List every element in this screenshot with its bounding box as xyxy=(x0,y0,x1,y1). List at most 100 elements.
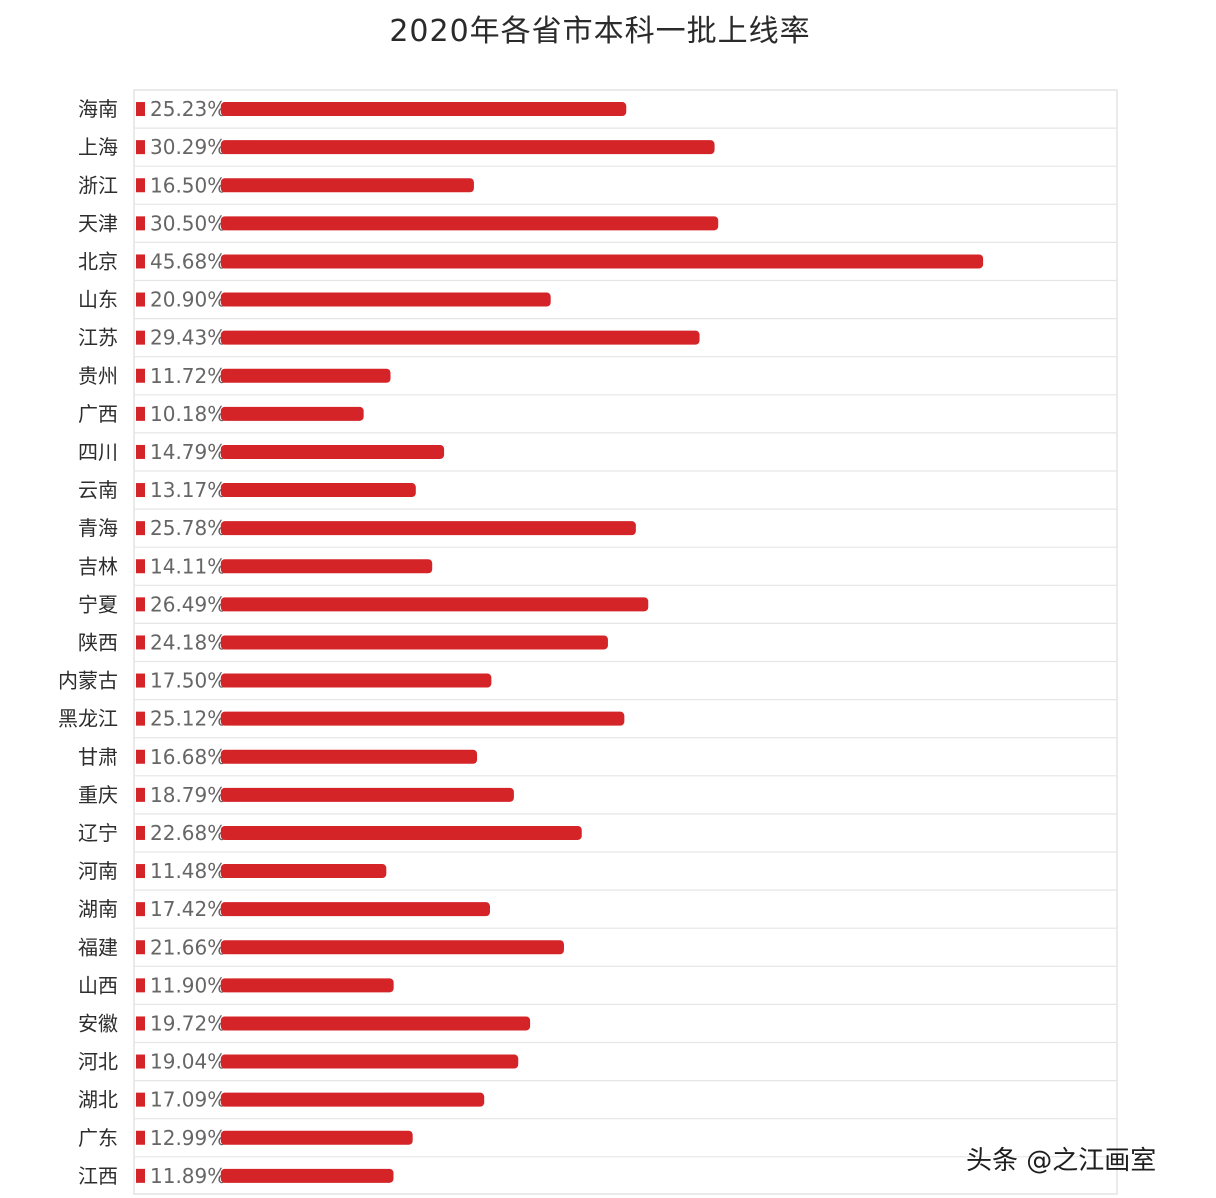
category-label: 陕西 xyxy=(78,630,118,654)
bar xyxy=(220,1016,531,1031)
value-label: 16.68% xyxy=(150,745,226,769)
category-label: 天津 xyxy=(78,211,118,235)
bar-marker xyxy=(136,483,145,498)
bar xyxy=(220,483,416,498)
value-label: 14.11% xyxy=(150,554,226,578)
bar xyxy=(220,749,478,764)
bar-marker xyxy=(136,711,145,726)
category-label: 湖南 xyxy=(78,897,118,921)
bar-marker xyxy=(136,406,145,421)
bar-marker xyxy=(136,1168,145,1183)
value-label: 20.90% xyxy=(150,288,226,312)
category-label: 山西 xyxy=(78,973,118,997)
bar xyxy=(220,406,364,421)
bar-marker xyxy=(136,1092,145,1107)
value-label: 26.49% xyxy=(150,592,226,616)
bar xyxy=(220,1168,394,1183)
bar xyxy=(220,521,636,536)
value-label: 21.66% xyxy=(150,935,226,959)
bar-marker xyxy=(136,825,145,840)
value-label: 11.48% xyxy=(150,859,226,883)
bar xyxy=(220,940,564,955)
bar xyxy=(220,102,627,117)
category-label: 四川 xyxy=(78,440,118,464)
value-label: 19.04% xyxy=(150,1050,226,1074)
bar-marker xyxy=(136,940,145,955)
bar-marker xyxy=(136,902,145,917)
value-label: 17.50% xyxy=(150,669,226,693)
value-label: 12.99% xyxy=(150,1126,226,1150)
bar xyxy=(220,1092,485,1107)
value-label: 10.18% xyxy=(150,402,226,426)
category-label: 广东 xyxy=(78,1126,118,1150)
value-label: 13.17% xyxy=(150,478,226,502)
bar-marker xyxy=(136,597,145,612)
bar-marker xyxy=(136,216,145,231)
watermark-text: 头条 @之江画室 xyxy=(966,1146,1157,1176)
bar xyxy=(220,216,719,231)
value-label: 30.29% xyxy=(150,135,226,159)
value-label: 18.79% xyxy=(150,783,226,807)
category-label: 黑龙江 xyxy=(58,707,118,731)
bar xyxy=(220,559,433,574)
bar-marker xyxy=(136,330,145,345)
value-label: 16.50% xyxy=(150,173,226,197)
bar-marker xyxy=(136,102,145,117)
bar-marker xyxy=(136,1054,145,1069)
value-label: 45.68% xyxy=(150,249,226,273)
category-label: 河北 xyxy=(78,1050,118,1074)
bar-marker xyxy=(136,254,145,269)
bar-marker xyxy=(136,140,145,155)
bar-marker xyxy=(136,559,145,574)
value-label: 29.43% xyxy=(150,326,226,350)
value-label: 11.89% xyxy=(150,1164,226,1188)
category-label: 广西 xyxy=(78,402,118,426)
bar xyxy=(220,825,582,840)
value-label: 25.12% xyxy=(150,707,226,731)
category-label: 青海 xyxy=(78,516,118,540)
category-label: 海南 xyxy=(78,97,118,121)
bar-marker xyxy=(136,178,145,193)
bar xyxy=(220,444,445,459)
value-label: 17.09% xyxy=(150,1088,226,1112)
bar-marker xyxy=(136,444,145,459)
bar xyxy=(220,978,394,993)
bar xyxy=(220,254,984,269)
bar xyxy=(220,864,387,879)
value-label: 25.78% xyxy=(150,516,226,540)
category-label: 福建 xyxy=(78,935,118,959)
category-label: 辽宁 xyxy=(78,821,118,845)
bar xyxy=(220,368,391,383)
chart-rows: 海南 25.23% 上海 30.29% 浙江 16.50% 天津 30.50% 北京 45.68%… xyxy=(58,97,1117,1188)
category-label: 吉林 xyxy=(78,554,118,578)
category-label: 宁夏 xyxy=(78,592,118,616)
bar xyxy=(220,330,700,345)
category-label: 江苏 xyxy=(78,326,118,350)
category-label: 山东 xyxy=(78,288,118,312)
bar xyxy=(220,178,474,193)
bar xyxy=(220,787,514,802)
bar xyxy=(220,597,649,612)
bar-marker xyxy=(136,787,145,802)
category-label: 浙江 xyxy=(78,173,118,197)
bar xyxy=(220,711,625,726)
category-label: 内蒙古 xyxy=(58,669,118,693)
bar-marker xyxy=(136,673,145,688)
bar-marker xyxy=(136,864,145,879)
bar-marker xyxy=(136,292,145,307)
category-label: 上海 xyxy=(78,135,118,159)
value-label: 11.72% xyxy=(150,364,226,388)
category-label: 安徽 xyxy=(78,1011,118,1035)
value-label: 17.42% xyxy=(150,897,226,921)
bar xyxy=(220,1054,519,1069)
value-label: 19.72% xyxy=(150,1011,226,1035)
value-label: 11.90% xyxy=(150,973,226,997)
bar xyxy=(220,1130,413,1145)
bar-marker xyxy=(136,368,145,383)
category-label: 贵州 xyxy=(78,364,118,388)
value-label: 22.68% xyxy=(150,821,226,845)
category-label: 河南 xyxy=(78,859,118,883)
bar-marker xyxy=(136,749,145,764)
bar-marker xyxy=(136,1016,145,1031)
